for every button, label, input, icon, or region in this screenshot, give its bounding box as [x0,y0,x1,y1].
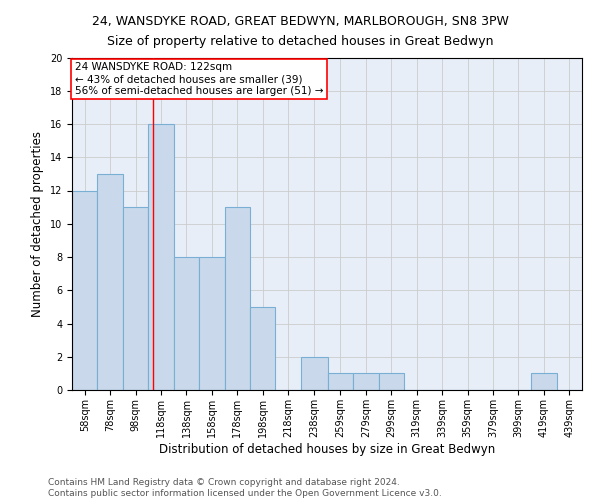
Text: Size of property relative to detached houses in Great Bedwyn: Size of property relative to detached ho… [107,35,493,48]
Bar [531,374,557,390]
Bar [328,374,353,390]
Bar [97,174,123,390]
Bar [250,307,275,390]
Bar [224,207,250,390]
Text: 24, WANSDYKE ROAD, GREAT BEDWYN, MARLBOROUGH, SN8 3PW: 24, WANSDYKE ROAD, GREAT BEDWYN, MARLBOR… [92,15,508,28]
Bar [379,374,404,390]
Bar [199,257,224,390]
X-axis label: Distribution of detached houses by size in Great Bedwyn: Distribution of detached houses by size … [159,442,495,456]
Bar [301,357,328,390]
Bar [72,190,97,390]
Y-axis label: Number of detached properties: Number of detached properties [31,130,44,317]
Bar [174,257,199,390]
Text: Contains HM Land Registry data © Crown copyright and database right 2024.
Contai: Contains HM Land Registry data © Crown c… [48,478,442,498]
Bar [353,374,379,390]
Text: 24 WANSDYKE ROAD: 122sqm
← 43% of detached houses are smaller (39)
56% of semi-d: 24 WANSDYKE ROAD: 122sqm ← 43% of detach… [74,62,323,96]
Bar [148,124,174,390]
Bar [123,207,148,390]
